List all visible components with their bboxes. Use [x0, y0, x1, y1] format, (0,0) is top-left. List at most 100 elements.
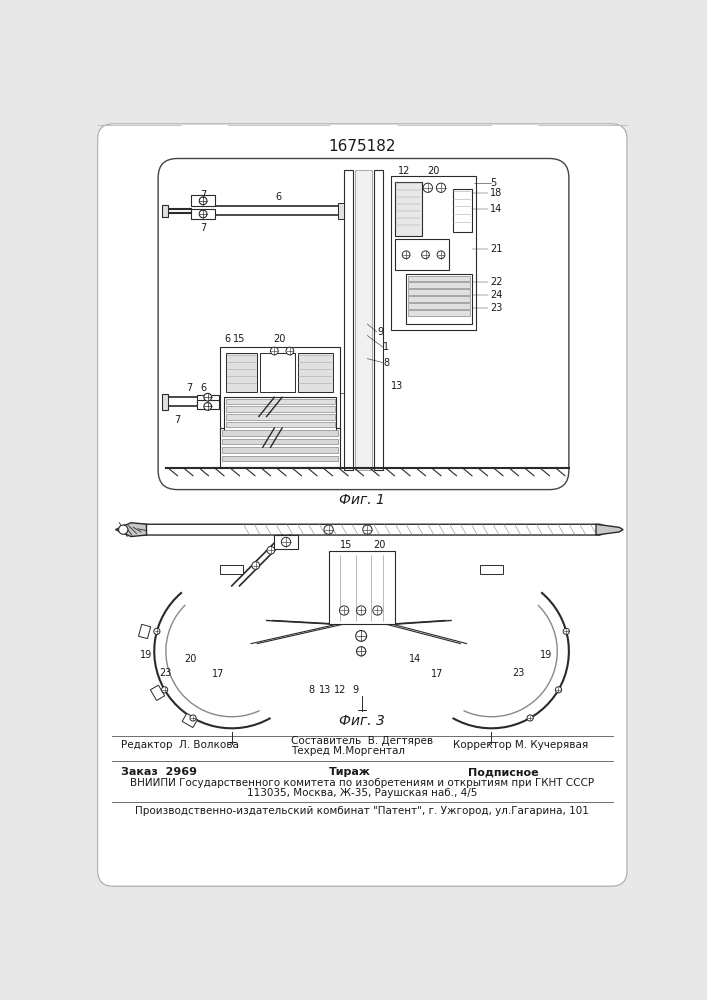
Text: Составитель  В. Дегтярев: Составитель В. Дегтярев [291, 736, 433, 746]
Text: 6: 6 [275, 192, 281, 202]
Circle shape [556, 687, 561, 693]
Circle shape [252, 562, 259, 569]
Bar [226, 422, 335, 427]
Circle shape [373, 606, 382, 615]
Text: Тираж: Тираж [329, 767, 370, 777]
Bar [406, 274, 472, 324]
Text: ВНИИПИ Государственного комитета по изобретениям и открытиям при ГКНТ СССР: ВНИИПИ Государственного комитета по изоб… [130, 778, 594, 788]
Bar [223, 439, 338, 444]
Bar [395, 182, 421, 235]
Bar [329, 551, 395, 624]
Text: 6: 6 [200, 383, 206, 393]
Text: 20: 20 [427, 166, 440, 176]
Text: 6: 6 [225, 334, 231, 344]
Text: 13: 13 [319, 685, 331, 695]
Text: Техред М.Моргентал: Техред М.Моргентал [291, 746, 405, 756]
Circle shape [527, 715, 533, 721]
Circle shape [437, 251, 445, 259]
Bar [355, 170, 372, 470]
Bar [226, 414, 335, 420]
Bar [408, 289, 470, 295]
Circle shape [563, 628, 569, 634]
Bar [408, 296, 470, 302]
Text: 113035, Москва, Ж-35, Раушская наб., 4/5: 113035, Москва, Ж-35, Раушская наб., 4/5 [247, 788, 477, 798]
Bar [192, 195, 215, 206]
Bar [226, 399, 335, 404]
Text: Фиг. 1: Фиг. 1 [339, 493, 385, 507]
Text: 1675182: 1675182 [328, 139, 396, 154]
Text: 23: 23 [160, 668, 172, 678]
Polygon shape [126, 524, 615, 535]
Bar [408, 282, 470, 288]
Bar [224, 397, 337, 432]
Text: Заказ  2969: Заказ 2969 [121, 767, 197, 777]
Bar [226, 353, 257, 392]
Circle shape [339, 606, 349, 615]
Polygon shape [115, 523, 146, 537]
Text: Корректор М. Кучерявая: Корректор М. Кучерявая [452, 740, 588, 750]
Bar [223, 447, 338, 453]
Text: 24: 24 [490, 290, 502, 300]
Bar [223, 456, 338, 461]
Text: 1: 1 [383, 342, 389, 352]
Circle shape [356, 631, 367, 641]
Text: 7: 7 [175, 415, 180, 425]
Text: 19: 19 [141, 650, 153, 660]
Text: 12: 12 [334, 685, 346, 695]
Circle shape [204, 403, 211, 410]
Circle shape [271, 347, 279, 355]
Circle shape [119, 525, 128, 534]
Bar [480, 565, 503, 574]
Polygon shape [596, 524, 623, 535]
Bar [298, 353, 332, 392]
Text: 23: 23 [513, 668, 525, 678]
FancyBboxPatch shape [158, 158, 569, 490]
Circle shape [423, 183, 433, 192]
Circle shape [286, 347, 293, 355]
Circle shape [199, 197, 207, 205]
Text: 17: 17 [212, 669, 225, 679]
Text: 5: 5 [490, 178, 496, 188]
Bar [151, 685, 165, 700]
Text: 7: 7 [200, 190, 206, 200]
Bar [344, 170, 354, 470]
Circle shape [436, 183, 445, 192]
Text: Редактор  Л. Волкова: Редактор Л. Волкова [121, 740, 239, 750]
Circle shape [363, 525, 372, 534]
Text: 22: 22 [490, 277, 503, 287]
Bar [220, 428, 340, 466]
Text: 9: 9 [353, 685, 359, 695]
Circle shape [281, 537, 291, 547]
Text: 15: 15 [233, 334, 246, 344]
Text: 12: 12 [398, 166, 411, 176]
FancyBboxPatch shape [98, 124, 627, 886]
Text: Фиг. 3: Фиг. 3 [339, 714, 385, 728]
Bar [260, 353, 296, 392]
Bar [274, 535, 298, 549]
Bar [192, 209, 215, 219]
Text: 8: 8 [308, 685, 315, 695]
Bar [408, 276, 470, 281]
Circle shape [204, 393, 211, 401]
Bar [220, 565, 243, 574]
Text: 20: 20 [274, 334, 286, 344]
Text: 20: 20 [373, 540, 385, 550]
Circle shape [267, 546, 275, 554]
Bar [226, 406, 335, 412]
Circle shape [324, 525, 333, 534]
Circle shape [154, 628, 160, 634]
Text: 13: 13 [391, 381, 403, 391]
Text: 7: 7 [186, 383, 192, 393]
Circle shape [190, 715, 196, 721]
Text: Подписное: Подписное [468, 767, 539, 777]
Bar [373, 170, 383, 470]
Circle shape [402, 251, 410, 259]
Text: 23: 23 [490, 303, 502, 313]
Circle shape [199, 210, 207, 218]
Bar [391, 176, 476, 330]
Bar [197, 400, 218, 409]
Text: 8: 8 [383, 358, 389, 368]
Text: 20: 20 [185, 654, 197, 664]
Bar [408, 310, 470, 316]
Text: 18: 18 [490, 188, 502, 198]
